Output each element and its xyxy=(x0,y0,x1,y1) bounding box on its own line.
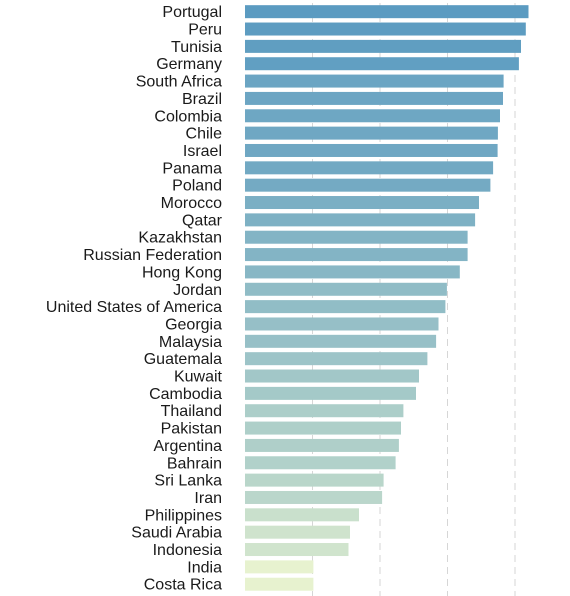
bar-guatemala xyxy=(245,352,428,366)
bar-israel xyxy=(245,143,498,157)
category-label-thailand: Thailand xyxy=(161,403,222,420)
bar-philippines xyxy=(245,508,359,522)
category-label-russian-federation: Russian Federation xyxy=(83,247,222,264)
bar-indonesia xyxy=(245,543,349,557)
category-label-qatar: Qatar xyxy=(182,212,223,229)
category-label-costa-rica: Costa Rica xyxy=(144,577,222,594)
category-label-brazil: Brazil xyxy=(182,91,222,108)
category-label-bahrain: Bahrain xyxy=(167,455,222,472)
bars xyxy=(245,5,529,591)
category-label-israel: Israel xyxy=(183,143,222,160)
bar-united-states-of-america xyxy=(245,300,446,314)
category-label-pakistan: Pakistan xyxy=(161,421,222,438)
category-label-colombia: Colombia xyxy=(154,108,222,125)
bar-pakistan xyxy=(245,421,401,435)
category-label-georgia: Georgia xyxy=(165,316,222,333)
bar-south-africa xyxy=(245,74,504,88)
bar-brazil xyxy=(245,91,503,105)
bar-chile xyxy=(245,126,498,140)
category-label-guatemala: Guatemala xyxy=(144,351,222,368)
bar-portugal xyxy=(245,5,529,19)
bar-costa-rica xyxy=(245,577,314,591)
bar-russian-federation xyxy=(245,248,468,262)
bar-malaysia xyxy=(245,334,437,348)
category-label-sri-lanka: Sri Lanka xyxy=(154,473,222,490)
category-label-tunisia: Tunisia xyxy=(171,39,222,56)
category-label-india: India xyxy=(187,559,222,576)
category-label-panama: Panama xyxy=(162,160,222,177)
bar-india xyxy=(245,560,314,574)
category-label-philippines: Philippines xyxy=(145,507,222,524)
bar-panama xyxy=(245,161,494,175)
bar-cambodia xyxy=(245,386,416,400)
bar-argentina xyxy=(245,438,399,452)
bar-sri-lanka xyxy=(245,473,384,487)
category-label-indonesia: Indonesia xyxy=(153,542,222,559)
bar-georgia xyxy=(245,317,439,331)
category-label-germany: Germany xyxy=(156,56,222,73)
category-label-poland: Poland xyxy=(172,178,222,195)
category-label-cambodia: Cambodia xyxy=(149,386,222,403)
category-label-portugal: Portugal xyxy=(162,4,222,21)
category-label-hong-kong: Hong Kong xyxy=(142,264,222,281)
bar-kuwait xyxy=(245,369,419,383)
bar-germany xyxy=(245,57,519,71)
category-label-chile: Chile xyxy=(186,126,223,143)
category-label-south-africa: South Africa xyxy=(136,74,222,91)
category-label-jordan: Jordan xyxy=(173,282,222,299)
bar-morocco xyxy=(245,196,479,210)
bar-tunisia xyxy=(245,39,521,53)
bar-saudi-arabia xyxy=(245,525,350,539)
category-label-iran: Iran xyxy=(194,490,222,507)
category-label-argentina: Argentina xyxy=(154,438,223,455)
bar-jordan xyxy=(245,282,447,296)
bar-iran xyxy=(245,490,383,504)
bar-qatar xyxy=(245,213,476,227)
bar-hong-kong xyxy=(245,265,460,279)
category-label-peru: Peru xyxy=(188,22,222,39)
bar-poland xyxy=(245,178,491,192)
category-label-united-states-of-america: United States of America xyxy=(46,299,222,316)
bar-kazakhstan xyxy=(245,230,468,244)
bar-thailand xyxy=(245,404,404,418)
category-label-kuwait: Kuwait xyxy=(174,369,223,386)
category-label-morocco: Morocco xyxy=(161,195,222,212)
bar-peru xyxy=(245,22,526,36)
bar-bahrain xyxy=(245,456,396,470)
bar-colombia xyxy=(245,109,500,123)
category-label-malaysia: Malaysia xyxy=(159,334,222,351)
category-label-saudi-arabia: Saudi Arabia xyxy=(131,525,222,542)
category-label-kazakhstan: Kazakhstan xyxy=(138,230,222,247)
